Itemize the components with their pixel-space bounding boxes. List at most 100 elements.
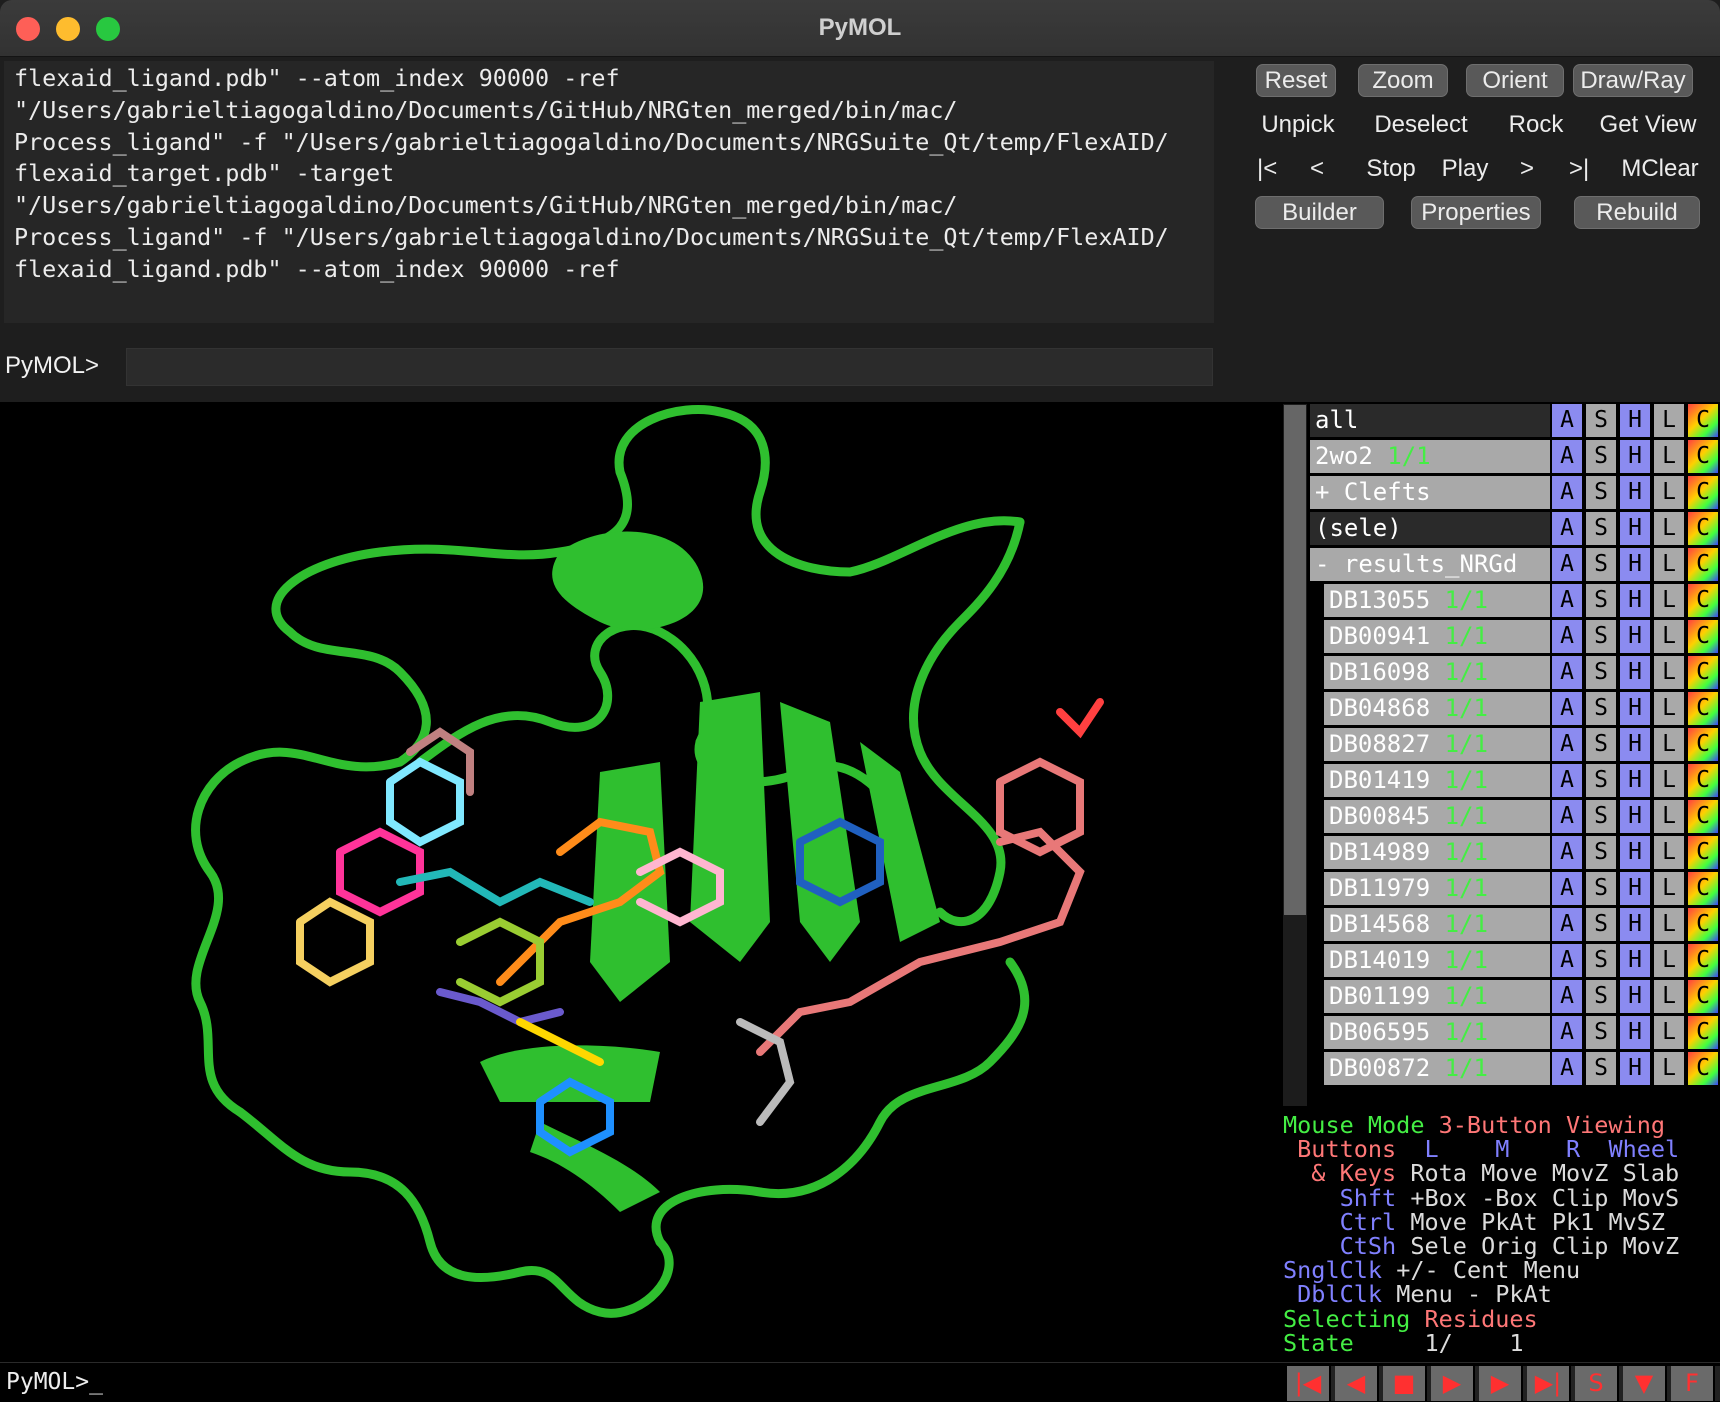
scrollbar-thumb[interactable] [1284,405,1306,915]
object-s-button[interactable]: S [1584,764,1616,797]
object-h-button[interactable]: H [1618,764,1650,797]
object-name[interactable]: + Clefts [1310,476,1550,509]
minimize-window-button[interactable] [56,17,80,41]
object-a-button[interactable]: A [1550,656,1582,689]
toolbar-button-rebuild[interactable]: Rebuild [1574,196,1700,229]
toolbar-button-get-view[interactable]: Get View [1599,111,1697,138]
object-c-button[interactable]: C [1686,548,1718,581]
object-h-button[interactable]: H [1618,476,1650,509]
object-name[interactable]: (sele) [1310,512,1550,545]
object-c-button[interactable]: C [1686,476,1718,509]
object-row[interactable]: DB00941 1/1 A S H L C [1310,620,1720,656]
object-h-button[interactable]: H [1618,908,1650,941]
object-a-button[interactable]: A [1550,1016,1582,1049]
object-c-button[interactable]: C [1686,584,1718,617]
object-name[interactable]: DB14568 1/1 [1324,908,1550,941]
object-c-button[interactable]: C [1686,1016,1718,1049]
object-h-button[interactable]: H [1618,440,1650,473]
object-row[interactable]: DB16098 1/1 A S H L C [1310,656,1720,692]
object-a-button[interactable]: A [1550,548,1582,581]
object-s-button[interactable]: S [1584,404,1616,437]
object-c-button[interactable]: C [1686,872,1718,905]
object-l-button[interactable]: L [1652,440,1684,473]
object-a-button[interactable]: A [1550,692,1582,725]
object-h-button[interactable]: H [1618,1016,1650,1049]
object-h-button[interactable]: H [1618,620,1650,653]
object-a-button[interactable]: A [1550,584,1582,617]
object-s-button[interactable]: S [1584,584,1616,617]
object-s-button[interactable]: S [1584,548,1616,581]
toolbar-button-reset[interactable]: Reset [1256,64,1336,97]
object-s-button[interactable]: S [1584,872,1616,905]
object-a-button[interactable]: A [1550,620,1582,653]
object-row[interactable]: DB11979 1/1 A S H L C [1310,872,1720,908]
object-s-button[interactable]: S [1584,1052,1616,1085]
object-s-button[interactable]: S [1584,800,1616,833]
object-h-button[interactable]: H [1618,836,1650,869]
object-row[interactable]: 2wo2 1/1 A S H L C [1310,440,1720,476]
object-c-button[interactable]: C [1686,656,1718,689]
object-l-button[interactable]: L [1652,980,1684,1013]
object-row[interactable]: DB01199 1/1 A S H L C [1310,980,1720,1016]
object-row[interactable]: all A S H L C [1310,404,1720,440]
object-c-button[interactable]: C [1686,980,1718,1013]
close-window-button[interactable] [16,17,40,41]
object-s-button[interactable]: S [1584,728,1616,761]
object-c-button[interactable]: C [1686,764,1718,797]
toolbar-button-[interactable]: |< [1257,155,1278,182]
object-c-button[interactable]: C [1686,908,1718,941]
object-l-button[interactable]: L [1652,1016,1684,1049]
object-name[interactable]: DB13055 1/1 [1324,584,1550,617]
object-h-button[interactable]: H [1618,1052,1650,1085]
object-s-button[interactable]: S [1584,476,1616,509]
object-l-button[interactable]: L [1652,836,1684,869]
object-c-button[interactable]: C [1686,440,1718,473]
toolbar-button-zoom[interactable]: Zoom [1358,64,1448,97]
object-c-button[interactable]: C [1686,404,1718,437]
object-row[interactable]: (sele) A S H L C [1310,512,1720,548]
object-s-button[interactable]: S [1584,440,1616,473]
object-a-button[interactable]: A [1550,728,1582,761]
object-s-button[interactable]: S [1584,692,1616,725]
object-name[interactable]: DB00845 1/1 [1324,800,1550,833]
toolbar-button-draw-ray[interactable]: Draw/Ray [1573,64,1693,97]
object-l-button[interactable]: L [1652,944,1684,977]
toolbar-button-rock[interactable]: Rock [1508,111,1564,138]
object-name[interactable]: DB00941 1/1 [1324,620,1550,653]
object-l-button[interactable]: L [1652,800,1684,833]
object-a-button[interactable]: A [1550,800,1582,833]
object-c-button[interactable]: C [1686,620,1718,653]
object-h-button[interactable]: H [1618,872,1650,905]
object-h-button[interactable]: H [1618,512,1650,545]
object-c-button[interactable]: C [1686,728,1718,761]
player-button[interactable]: ■ [1383,1366,1427,1401]
object-name[interactable]: DB00872 1/1 [1324,1052,1550,1085]
object-name[interactable]: DB14019 1/1 [1324,944,1550,977]
object-l-button[interactable]: L [1652,764,1684,797]
object-l-button[interactable]: L [1652,692,1684,725]
object-l-button[interactable]: L [1652,512,1684,545]
object-l-button[interactable]: L [1652,476,1684,509]
toolbar-button-orient[interactable]: Orient [1466,64,1564,97]
object-a-button[interactable]: A [1550,908,1582,941]
object-h-button[interactable]: H [1618,656,1650,689]
object-l-button[interactable]: L [1652,908,1684,941]
object-h-button[interactable]: H [1618,548,1650,581]
object-a-button[interactable]: A [1550,476,1582,509]
player-button[interactable]: ▼ [1623,1366,1667,1401]
object-name[interactable]: DB01419 1/1 [1324,764,1550,797]
object-l-button[interactable]: L [1652,584,1684,617]
object-name[interactable]: DB11979 1/1 [1324,872,1550,905]
object-s-button[interactable]: S [1584,656,1616,689]
object-row[interactable]: - results_NRGd A S H L C [1310,548,1720,584]
object-s-button[interactable]: S [1584,512,1616,545]
object-c-button[interactable]: C [1686,512,1718,545]
object-l-button[interactable]: L [1652,620,1684,653]
object-row[interactable]: DB00845 1/1 A S H L C [1310,800,1720,836]
object-row[interactable]: DB14989 1/1 A S H L C [1310,836,1720,872]
toolbar-button-mclear[interactable]: MClear [1621,155,1699,182]
toolbar-button-[interactable]: < [1309,155,1324,182]
toolbar-button-[interactable]: >| [1569,155,1590,182]
object-l-button[interactable]: L [1652,404,1684,437]
object-l-button[interactable]: L [1652,728,1684,761]
